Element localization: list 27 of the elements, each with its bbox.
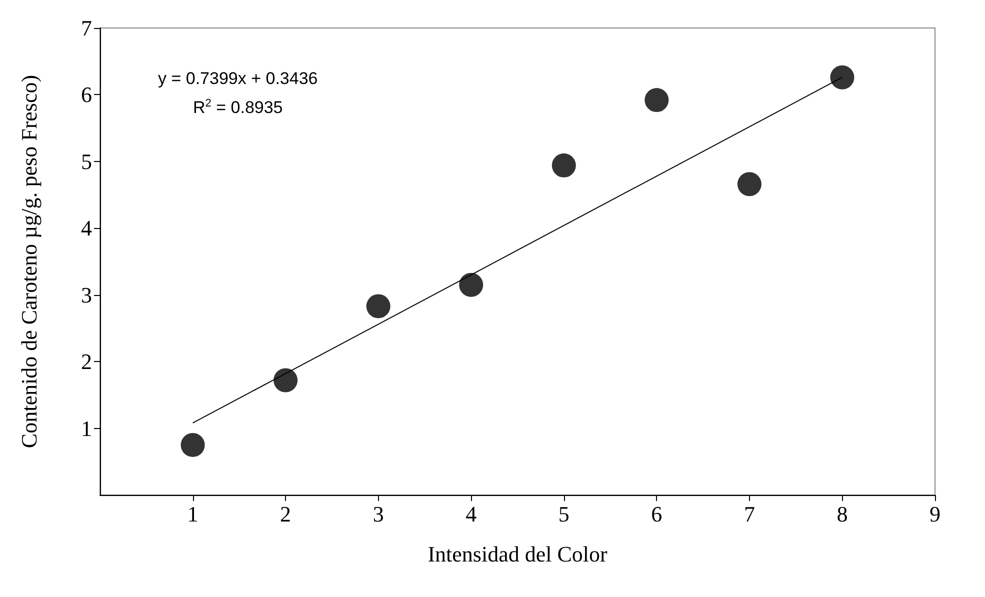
y-tick-label: 2 xyxy=(81,349,92,374)
x-tick-label: 4 xyxy=(466,502,477,526)
y-tick-label: 7 xyxy=(81,16,92,40)
x-tick-label: 6 xyxy=(651,502,662,526)
point xyxy=(180,432,205,457)
x-tick-label: 2 xyxy=(280,502,292,526)
x-tick-label: 7 xyxy=(744,502,755,526)
y-tick-label: 6 xyxy=(81,82,92,108)
y-tick-label: 3 xyxy=(81,282,92,308)
x-tick-label: 1 xyxy=(187,502,198,526)
y-tick-label: 5 xyxy=(81,148,92,174)
x-tick-label: 3 xyxy=(372,502,384,526)
point xyxy=(552,153,576,178)
point xyxy=(459,272,484,297)
x-axis-title: Intensidad del Color xyxy=(428,542,608,566)
point xyxy=(366,294,390,318)
point xyxy=(830,65,854,90)
point xyxy=(644,88,669,112)
x-tick-label: 5 xyxy=(558,502,570,526)
x-tick-label: 9 xyxy=(930,502,940,526)
point xyxy=(274,368,298,392)
y-axis-title: Contenido de Caroteno µg/g. peso Fresco) xyxy=(16,74,42,448)
annotation: y = 0.7399x + 0.3436 xyxy=(158,69,318,88)
point xyxy=(737,172,762,196)
y-tick-label: 1 xyxy=(81,416,92,441)
x-tick-label: 8 xyxy=(836,502,848,526)
y-tick-label: 4 xyxy=(81,216,92,241)
